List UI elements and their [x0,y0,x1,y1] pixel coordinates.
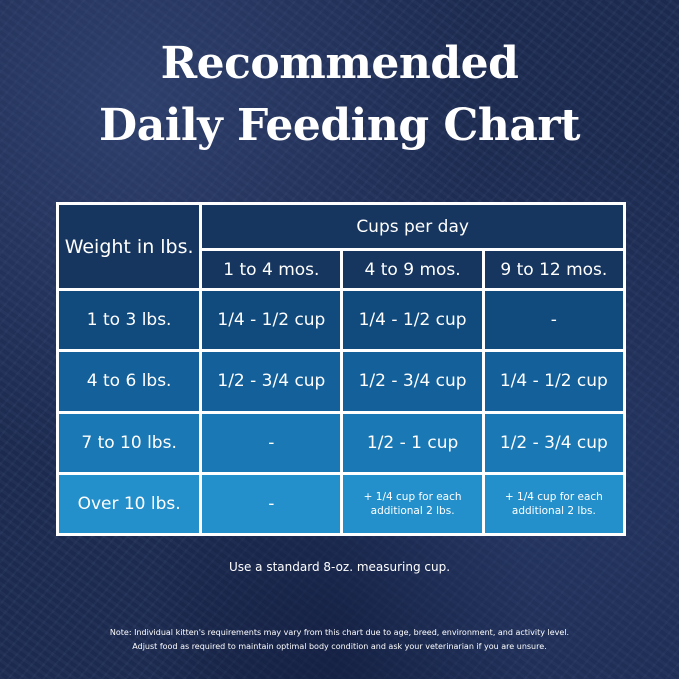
cups-cell: 1/2 - 3/4 cup [481,410,627,475]
cups-cell: 1/4 - 1/2 cup [199,287,344,353]
cups-cell: + 1/4 cup for each additional 2 lbs. [481,471,627,537]
weight-cell: 7 to 10 lbs. [55,410,203,475]
cups-cell: 1/4 - 1/2 cup [340,287,485,353]
table-row: 7 to 10 lbs. - 1/2 - 1 cup 1/2 - 3/4 cup [55,410,627,475]
weight-cell: 4 to 6 lbs. [55,349,203,414]
age-column-header: 9 to 12 mos. [481,248,627,291]
table-row: 1 to 3 lbs. 1/4 - 1/2 cup 1/4 - 1/2 cup … [55,287,627,353]
weight-cell: Over 10 lbs. [55,471,203,537]
cups-per-day-header: Cups per day [199,202,626,251]
cups-cell: 1/2 - 1 cup [340,410,485,475]
cups-cell: - [481,287,627,353]
weight-cell: 1 to 3 lbs. [55,287,203,353]
table-row: 4 to 6 lbs. 1/2 - 3/4 cup 1/2 - 3/4 cup … [55,349,627,414]
measuring-cup-note: Use a standard 8-oz. measuring cup. [228,560,451,574]
cups-cell: 1/4 - 1/2 cup [481,349,627,414]
weight-column-header: Weight in lbs. [55,202,203,291]
cups-cell: - [199,471,344,537]
page-title-line-2: Daily Feeding Chart [99,100,580,151]
cups-cell: - [199,410,344,475]
footnote-line-2: Adjust food as required to maintain opti… [132,642,547,651]
feeding-chart-table: Weight in lbs. Cups per day 1 to 4 mos. … [55,202,627,537]
footnote-line-1: Note: Individual kitten's requirements m… [109,628,570,637]
cups-cell: 1/2 - 3/4 cup [199,349,344,414]
table-row: Over 10 lbs. - + 1/4 cup for each additi… [55,471,627,537]
page-title-line-1: Recommended [160,38,519,89]
cups-cell: 1/2 - 3/4 cup [340,349,485,414]
age-column-header: 1 to 4 mos. [199,248,344,291]
age-column-header: 4 to 9 mos. [340,248,485,291]
cups-cell: + 1/4 cup for each additional 2 lbs. [340,471,485,537]
